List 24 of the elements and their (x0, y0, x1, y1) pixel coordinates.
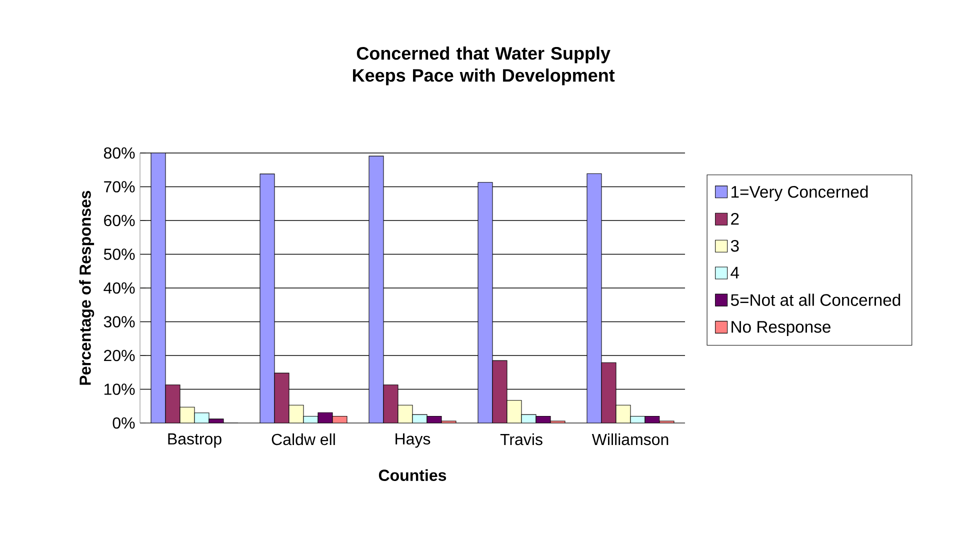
y-tick-label: 60% (104, 214, 135, 226)
x-tick-label: Williamson (592, 433, 668, 446)
legend-label: 2 (731, 212, 739, 225)
y-tick-label: 30% (104, 316, 135, 328)
x-tick-label: Hays (396, 433, 430, 448)
y-tick-label: 40% (104, 282, 135, 294)
chart-title: Concerned that Water Supply Keeps Pace with Development (353, 46, 615, 86)
bar (506, 400, 522, 424)
x-tick-label: Caldw ell (272, 433, 335, 446)
y-tick-label: 0% (112, 417, 135, 429)
legend-label: 1=Very Concerned (732, 186, 868, 202)
x-tick-label: Bastrop (168, 433, 222, 448)
legend-label: 5=Not at all Concerned (730, 294, 900, 306)
legend-label: No Response (732, 321, 830, 336)
y-tick-label: 50% (104, 248, 135, 260)
y-tick-label: 10% (104, 384, 135, 395)
legend-label: 4 (730, 266, 740, 278)
y-axis-title: Percentage of Responses (79, 190, 94, 385)
y-tick-label: 80% (104, 147, 135, 159)
y-tick-label: 70% (104, 181, 135, 192)
x-tick-label: Travis (500, 433, 542, 446)
y-tick-label: 20% (104, 350, 135, 362)
legend-label: 3 (730, 240, 739, 252)
x-axis-title: Counties (378, 469, 446, 481)
